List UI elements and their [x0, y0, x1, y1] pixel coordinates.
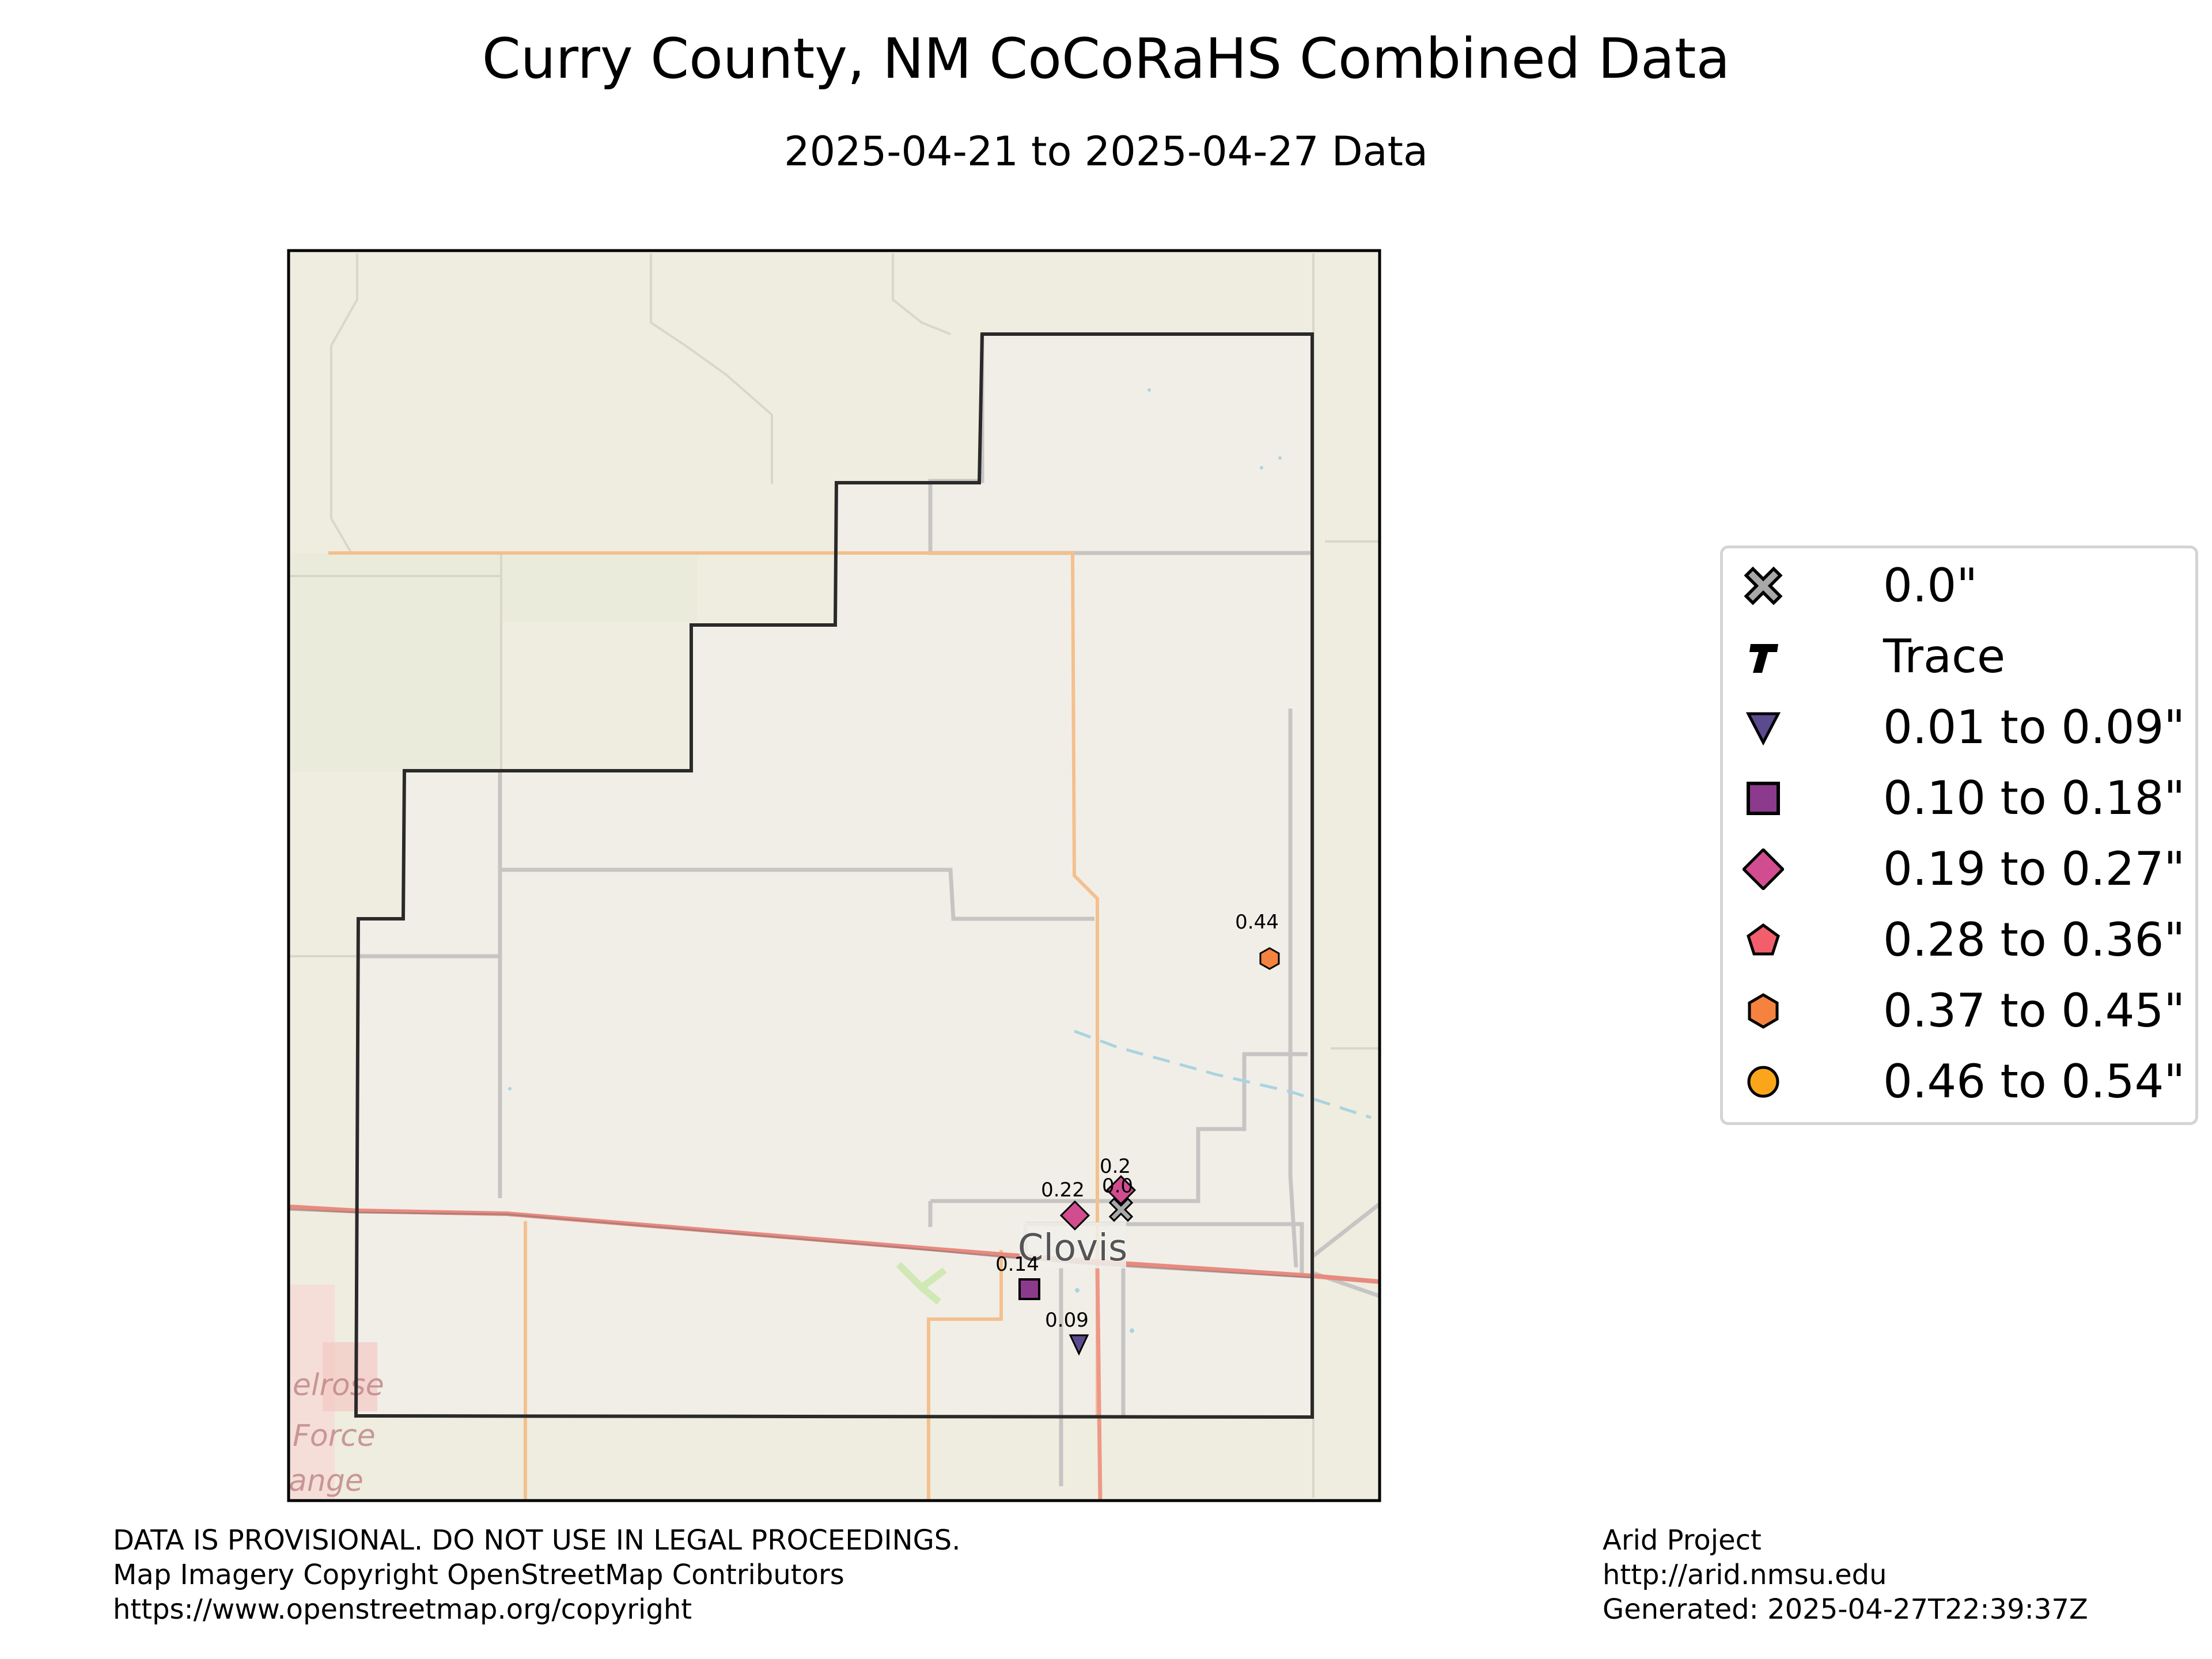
station-label: 0.09 — [1045, 1309, 1089, 1332]
legend-label: 0.19 to 0.27" — [1883, 842, 2186, 896]
station-4: 0.14 — [995, 1253, 1040, 1300]
place-label-range: ange — [289, 1464, 363, 1498]
map-title: Curry County, NM CoCoRaHS Combined Data — [482, 26, 1730, 91]
t-icon — [1749, 644, 1778, 673]
circle-icon — [1747, 1066, 1779, 1098]
legend: 0.0" Trace 0.01 to 0.09" 0.10 to 0.18" 0… — [1720, 546, 2198, 1125]
legend-item-zero: 0.0" — [1723, 551, 2195, 620]
pentagon-icon — [1747, 923, 1780, 956]
square-icon — [1747, 782, 1780, 815]
place-label-melrose: elrose — [293, 1368, 384, 1403]
legend-item-0-01-0-09: 0.01 to 0.09" — [1723, 693, 2195, 762]
basemap: Clovis elrose Force ange — [289, 251, 1380, 1501]
map-frame — [287, 249, 1381, 1502]
triangle-down-icon — [1745, 712, 1781, 746]
diamond-icon — [1743, 849, 1784, 890]
footer-disclaimer: DATA IS PROVISIONAL. DO NOT USE IN LEGAL… — [113, 1523, 961, 1627]
diamond-marker — [1105, 1175, 1137, 1206]
triangle-down-marker — [1069, 1334, 1089, 1356]
station-label: 0.22 — [1041, 1179, 1085, 1202]
legend-label: 0.46 to 0.54" — [1883, 1055, 2186, 1108]
diamond-marker — [1059, 1200, 1090, 1231]
legend-label: Trace — [1883, 630, 2006, 683]
county-boundary — [354, 332, 1314, 1419]
map-subtitle: 2025-04-21 to 2025-04-27 Data — [784, 128, 1428, 175]
legend-item-trace: Trace — [1723, 622, 2195, 691]
place-label-air-force: Force — [293, 1419, 376, 1453]
square-marker — [1018, 1278, 1040, 1300]
footer-line: Arid Project — [1603, 1524, 1762, 1556]
footer-line: Map Imagery Copyright OpenStreetMap Cont… — [113, 1559, 844, 1591]
station-3: 0.22 — [1041, 1179, 1090, 1231]
station-5: 0.09 — [1045, 1309, 1089, 1356]
footer-line: http://arid.nmsu.edu — [1603, 1559, 1887, 1591]
legend-label: 0.10 to 0.18" — [1883, 771, 2186, 825]
hexagon-marker — [1259, 947, 1280, 970]
legend-item-0-19-0-27: 0.19 to 0.27" — [1723, 835, 2195, 904]
legend-item-0-28-0-36: 0.28 to 0.36" — [1723, 906, 2195, 975]
station-label: 0.0 — [1102, 1175, 1133, 1198]
station-label: 0.14 — [995, 1253, 1039, 1276]
x-icon — [1744, 566, 1783, 605]
legend-item-0-46-0-54: 0.46 to 0.54" — [1723, 1047, 2195, 1116]
footer-line: DATA IS PROVISIONAL. DO NOT USE IN LEGAL… — [113, 1524, 961, 1556]
legend-label: 0.01 to 0.09" — [1883, 700, 2186, 754]
legend-label: 0.37 to 0.45" — [1883, 984, 2186, 1037]
footer-line: Generated: 2025-04-27T22:39:37Z — [1603, 1593, 2088, 1626]
station-label: 0.44 — [1235, 911, 1279, 934]
footer-credits: Arid Project http://arid.nmsu.edu Genera… — [1603, 1523, 2088, 1627]
legend-label: 0.28 to 0.36" — [1883, 913, 2186, 967]
place-label-clovis: Clovis — [1018, 1227, 1128, 1270]
station-2: 0.0 — [1102, 1175, 1134, 1222]
hexagon-icon — [1748, 993, 1779, 1029]
station-1: 0.2 — [1100, 1155, 1137, 1206]
legend-item-0-10-0-18: 0.10 to 0.18" — [1723, 764, 2195, 833]
legend-item-0-37-0-45: 0.37 to 0.45" — [1723, 976, 2195, 1046]
station-label: 0.2 — [1100, 1155, 1131, 1178]
footer-line: https://www.openstreetmap.org/copyright — [113, 1593, 692, 1626]
legend-label: 0.0" — [1883, 559, 1978, 612]
station-0: 0.44 — [1235, 911, 1280, 970]
